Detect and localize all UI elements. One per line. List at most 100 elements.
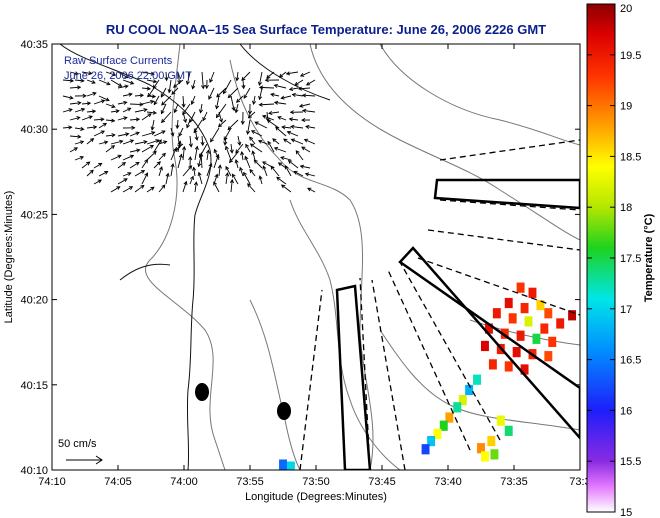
current-vector bbox=[262, 165, 268, 177]
sst-cell bbox=[516, 330, 525, 341]
current-vector bbox=[307, 187, 316, 193]
transect-boxes bbox=[335, 178, 580, 470]
current-vector bbox=[234, 103, 239, 114]
current-vector bbox=[295, 150, 304, 161]
current-vector bbox=[197, 171, 203, 185]
current-vector bbox=[243, 171, 251, 185]
current-vector bbox=[122, 154, 135, 161]
sst-cell bbox=[500, 328, 509, 339]
current-vector bbox=[251, 150, 256, 161]
current-vector bbox=[74, 155, 85, 161]
current-vector bbox=[146, 110, 158, 115]
current-vector bbox=[286, 130, 299, 137]
sst-cell bbox=[421, 444, 430, 455]
current-vector bbox=[193, 181, 198, 193]
current-vector bbox=[213, 148, 220, 161]
sst-cell bbox=[488, 359, 497, 370]
current-vector bbox=[129, 148, 141, 153]
sst-cell bbox=[477, 443, 485, 454]
current-vector bbox=[229, 178, 235, 193]
current-vector bbox=[304, 172, 316, 177]
x-tick-label: 73:55 bbox=[236, 476, 264, 488]
current-vector bbox=[249, 143, 263, 153]
current-vector bbox=[74, 140, 85, 145]
current-vector bbox=[276, 176, 287, 185]
current-vector bbox=[201, 71, 206, 90]
current-vector bbox=[280, 184, 292, 193]
current-vector bbox=[122, 125, 136, 130]
radar-wedge-lines bbox=[299, 139, 580, 470]
current-vector bbox=[261, 114, 275, 121]
current-vector bbox=[258, 175, 263, 185]
vector-scale-label: 50 cm/s bbox=[58, 438, 97, 450]
current-vector bbox=[177, 153, 183, 169]
x-tick-label: 73:45 bbox=[368, 476, 396, 488]
current-vector bbox=[181, 145, 187, 161]
mooring-marker bbox=[195, 383, 209, 401]
current-vector bbox=[258, 87, 263, 101]
current-vector bbox=[110, 109, 120, 114]
current-vector bbox=[175, 119, 180, 130]
current-vector bbox=[285, 71, 299, 76]
sst-cell bbox=[279, 459, 287, 470]
current-vector bbox=[250, 130, 263, 137]
current-vector bbox=[243, 87, 251, 99]
current-vector bbox=[272, 138, 280, 145]
current-vector bbox=[160, 103, 167, 115]
current-vector bbox=[69, 100, 82, 106]
current-vector bbox=[301, 117, 311, 123]
colorbar-tick-label: 18.5 bbox=[620, 151, 641, 163]
sst-cell bbox=[433, 428, 442, 440]
current-vector bbox=[141, 113, 152, 121]
current-vector bbox=[86, 138, 95, 145]
current-vector bbox=[167, 79, 172, 94]
current-vector bbox=[278, 71, 287, 78]
current-vector bbox=[117, 100, 128, 105]
current-vector bbox=[227, 87, 239, 99]
x-tick-label: 74:10 bbox=[38, 476, 66, 488]
current-vector bbox=[235, 71, 240, 82]
current-vector bbox=[215, 95, 220, 110]
sst-cell bbox=[496, 415, 505, 426]
current-vector bbox=[215, 103, 227, 119]
current-vector bbox=[81, 161, 91, 169]
sst-cell bbox=[556, 318, 565, 329]
sst-cell bbox=[504, 297, 513, 309]
current-vector bbox=[122, 92, 133, 97]
current-vector bbox=[146, 94, 157, 99]
current-vector bbox=[268, 110, 280, 116]
current-vector bbox=[194, 145, 199, 161]
current-vector bbox=[225, 172, 230, 185]
sst-cell bbox=[528, 287, 537, 298]
sst-cell bbox=[524, 316, 533, 327]
current-vector bbox=[153, 130, 166, 137]
current-vector bbox=[164, 71, 169, 82]
current-vector bbox=[284, 165, 292, 177]
sst-cell bbox=[512, 346, 521, 358]
colorbar-tick-label: 19 bbox=[620, 101, 632, 113]
sst-cell bbox=[487, 435, 496, 447]
current-vector bbox=[98, 79, 111, 86]
current-vector bbox=[210, 127, 220, 143]
current-vector bbox=[208, 87, 215, 100]
current-vector bbox=[190, 95, 196, 105]
current-vector bbox=[189, 111, 196, 123]
current-vector bbox=[117, 132, 130, 137]
current-vector bbox=[170, 127, 175, 137]
current-vector bbox=[81, 71, 93, 76]
sst-cell bbox=[484, 323, 493, 334]
current-vector bbox=[141, 99, 155, 105]
current-vector bbox=[69, 85, 82, 90]
sst-cell bbox=[520, 364, 529, 375]
colorbar-tick-label: 16.5 bbox=[620, 355, 641, 367]
current-vector bbox=[294, 79, 304, 86]
current-vector bbox=[129, 161, 140, 169]
colorbar-tick-label: 15 bbox=[620, 507, 632, 518]
current-vector bbox=[105, 71, 117, 77]
current-vector bbox=[275, 126, 287, 137]
current-vector bbox=[86, 91, 97, 97]
current-vector bbox=[62, 95, 74, 100]
current-vector bbox=[171, 87, 179, 95]
y-axis-label: Latitude (Degrees:Minutes) bbox=[3, 191, 15, 324]
